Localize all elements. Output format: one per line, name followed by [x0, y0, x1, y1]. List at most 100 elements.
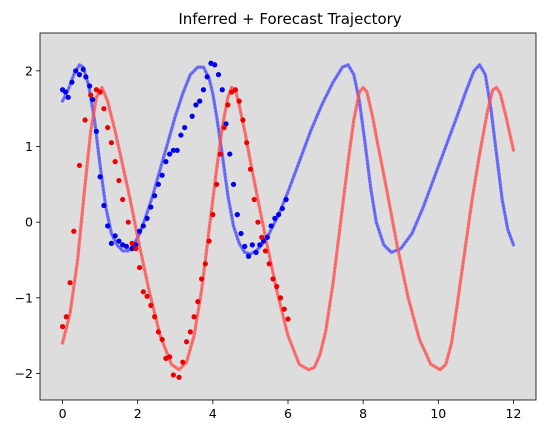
observed-point [98, 89, 103, 94]
observed-point [73, 68, 78, 73]
observed-point [265, 235, 270, 240]
observed-point [152, 314, 157, 319]
observed-point [246, 254, 251, 259]
observed-point [238, 231, 243, 236]
observed-point [156, 182, 161, 187]
observed-point [240, 117, 245, 122]
observed-point [257, 242, 262, 247]
observed-point [137, 265, 142, 270]
y-tick-label: 1 [25, 139, 33, 154]
observed-point [87, 83, 92, 88]
y-tick-label: −1 [15, 290, 33, 305]
observed-point [259, 235, 264, 240]
observed-point [105, 223, 110, 228]
observed-point [141, 223, 146, 228]
observed-point [203, 261, 208, 266]
observed-point [284, 197, 289, 202]
observed-point [233, 87, 238, 92]
observed-point [144, 294, 149, 299]
chart-title: Inferred + Forecast Trajectory [178, 10, 401, 28]
observed-point [109, 241, 114, 246]
plot-area [40, 33, 536, 400]
observed-point [197, 99, 202, 104]
observed-point [88, 92, 93, 97]
observed-point [206, 238, 211, 243]
observed-point [210, 212, 215, 217]
observed-point [285, 316, 290, 321]
observed-point [66, 95, 71, 100]
observed-point [205, 74, 210, 79]
observed-point [272, 216, 277, 221]
observed-point [124, 244, 129, 249]
observed-point [120, 197, 125, 202]
observed-point [98, 174, 103, 179]
observed-point [235, 212, 240, 217]
observed-point [199, 276, 204, 281]
observed-point [220, 87, 225, 92]
observed-point [250, 242, 255, 247]
observed-point [178, 133, 183, 138]
observed-point [218, 151, 223, 156]
observed-point [276, 212, 281, 217]
observed-point [227, 151, 232, 156]
y-tick-label: −2 [15, 366, 33, 381]
y-tick-label: 0 [25, 215, 33, 230]
observed-point [113, 233, 118, 238]
observed-point [237, 99, 242, 104]
observed-point [225, 102, 230, 107]
observed-point [193, 102, 198, 107]
x-tick-label: 4 [209, 406, 217, 421]
observed-point [113, 159, 118, 164]
observed-point [105, 125, 110, 130]
x-tick-label: 8 [359, 406, 367, 421]
y-tick-label: 2 [25, 63, 33, 78]
observed-point [126, 220, 131, 225]
x-tick-label: 0 [59, 406, 67, 421]
observed-point [77, 163, 82, 168]
observed-point [231, 182, 236, 187]
observed-point [171, 372, 176, 377]
observed-point [278, 295, 283, 300]
observed-point [144, 216, 149, 221]
observed-point [176, 375, 181, 380]
x-tick-label: 12 [506, 406, 522, 421]
observed-point [60, 324, 65, 329]
observed-point [216, 72, 221, 77]
observed-point [195, 299, 200, 304]
observed-point [188, 329, 193, 334]
observed-point [77, 72, 82, 77]
observed-point [116, 238, 121, 243]
observed-point [64, 314, 69, 319]
observed-point [156, 329, 161, 334]
observed-point [160, 173, 165, 178]
observed-point [69, 80, 74, 85]
observed-point [267, 261, 272, 266]
observed-point [280, 206, 285, 211]
observed-point [109, 140, 114, 145]
observed-point [244, 140, 249, 145]
observed-point [175, 148, 180, 153]
observed-point [184, 339, 189, 344]
observed-point [67, 280, 72, 285]
observed-point [129, 241, 134, 246]
observed-point [81, 67, 86, 72]
observed-point [263, 248, 268, 253]
observed-point [163, 159, 168, 164]
y-axis: −2 −1 0 1 2 [15, 63, 40, 381]
observed-point [71, 229, 76, 234]
observed-point [83, 74, 88, 79]
observed-point [82, 117, 87, 122]
observed-point [222, 125, 227, 130]
observed-point [242, 244, 247, 249]
observed-point [214, 182, 219, 187]
observed-point [90, 97, 95, 102]
observed-point [268, 223, 273, 228]
observed-point [180, 360, 185, 365]
observed-point [63, 89, 68, 94]
observed-point [190, 114, 195, 119]
observed-point [212, 62, 217, 67]
observed-point [182, 125, 187, 130]
observed-point [167, 151, 172, 156]
observed-point [137, 229, 142, 234]
